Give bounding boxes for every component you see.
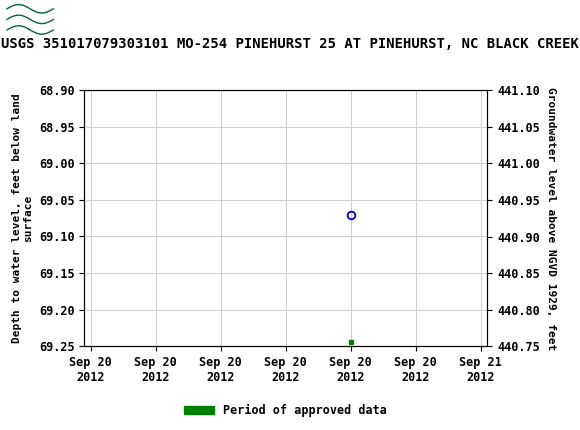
Y-axis label: Groundwater level above NGVD 1929, feet: Groundwater level above NGVD 1929, feet (546, 86, 556, 350)
Bar (5, 3, 57, 32)
Legend: Period of approved data: Period of approved data (180, 399, 392, 422)
Text: USGS: USGS (61, 9, 116, 27)
Text: USGS 351017079303101 MO-254 PINEHURST 25 AT PINEHURST, NC BLACK CREEK: USGS 351017079303101 MO-254 PINEHURST 25… (1, 37, 579, 52)
Y-axis label: Depth to water level, feet below land
surface: Depth to water level, feet below land su… (12, 93, 33, 343)
